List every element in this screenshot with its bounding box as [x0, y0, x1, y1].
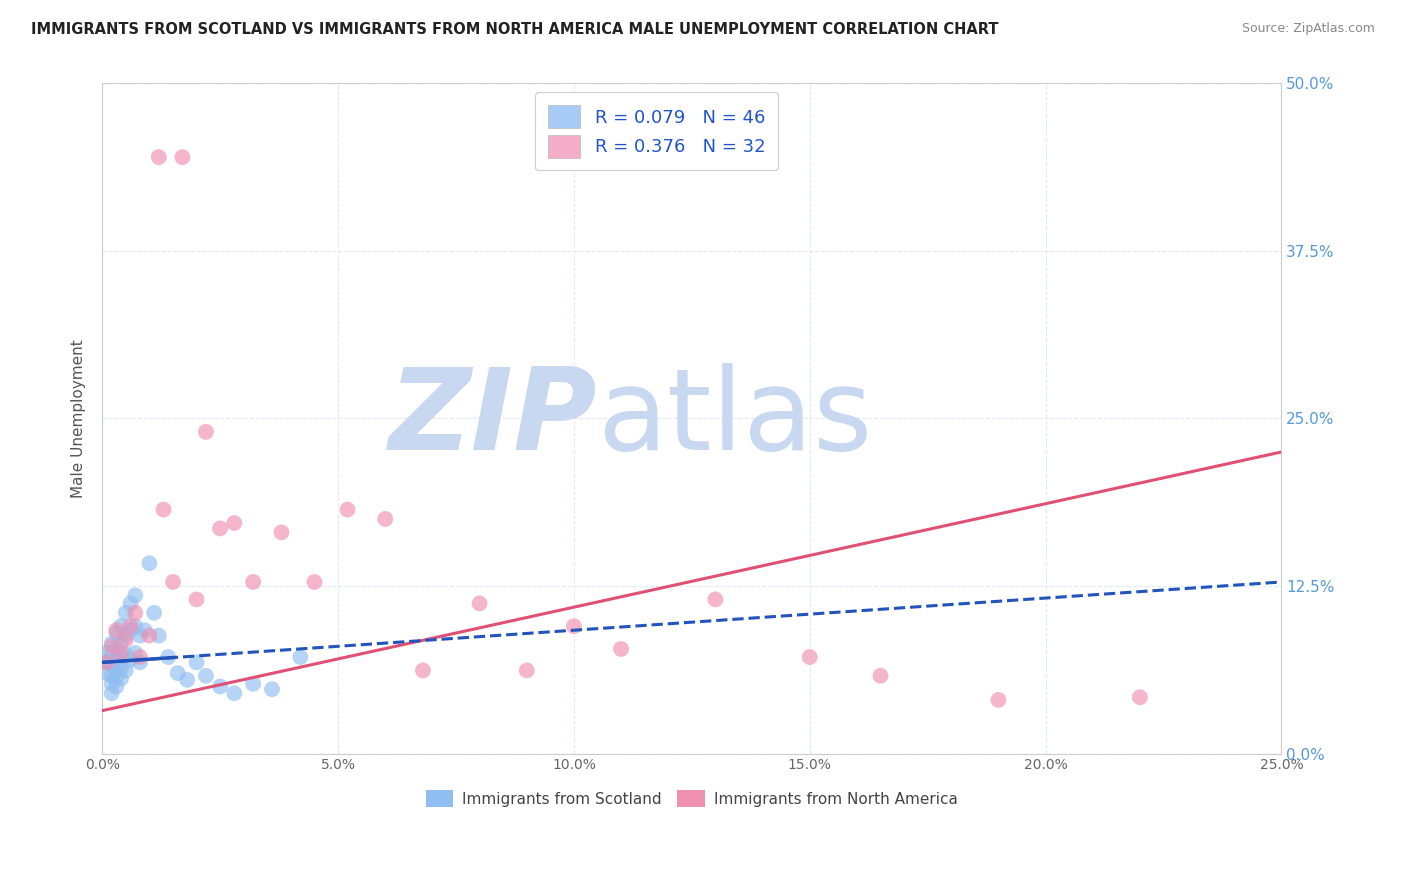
- Point: [224, 686, 246, 700]
- Y-axis label: Male Unemployment: Male Unemployment: [72, 339, 86, 498]
- Point: [148, 150, 170, 164]
- Point: [129, 629, 152, 643]
- Point: [129, 656, 152, 670]
- Point: [704, 592, 727, 607]
- Point: [100, 658, 122, 673]
- Point: [100, 640, 122, 654]
- Point: [114, 606, 136, 620]
- Point: [157, 650, 180, 665]
- Point: [209, 521, 232, 535]
- Point: [134, 624, 156, 638]
- Point: [195, 425, 218, 439]
- Point: [172, 150, 194, 164]
- Point: [242, 574, 264, 589]
- Point: [105, 642, 128, 657]
- Point: [100, 677, 122, 691]
- Point: [562, 619, 585, 633]
- Point: [124, 646, 146, 660]
- Point: [110, 635, 132, 649]
- Point: [110, 661, 132, 675]
- Point: [195, 669, 218, 683]
- Point: [152, 502, 174, 516]
- Point: [120, 653, 142, 667]
- Point: [610, 642, 633, 657]
- Point: [100, 637, 122, 651]
- Text: IMMIGRANTS FROM SCOTLAND VS IMMIGRANTS FROM NORTH AMERICA MALE UNEMPLOYMENT CORR: IMMIGRANTS FROM SCOTLAND VS IMMIGRANTS F…: [31, 22, 998, 37]
- Point: [105, 680, 128, 694]
- Point: [186, 592, 208, 607]
- Text: Source: ZipAtlas.com: Source: ZipAtlas.com: [1241, 22, 1375, 36]
- Point: [120, 624, 142, 638]
- Point: [516, 664, 538, 678]
- Text: atlas: atlas: [598, 363, 873, 474]
- Point: [143, 606, 166, 620]
- Point: [110, 672, 132, 686]
- Point: [270, 525, 292, 540]
- Point: [114, 648, 136, 662]
- Point: [124, 588, 146, 602]
- Point: [987, 693, 1010, 707]
- Point: [176, 673, 198, 687]
- Point: [186, 656, 208, 670]
- Point: [120, 619, 142, 633]
- Point: [105, 661, 128, 675]
- Point: [209, 680, 232, 694]
- Point: [110, 646, 132, 660]
- Point: [105, 624, 128, 638]
- Point: [124, 606, 146, 620]
- Point: [242, 677, 264, 691]
- Point: [129, 650, 152, 665]
- Point: [110, 650, 132, 665]
- Point: [468, 596, 491, 610]
- Point: [100, 648, 122, 662]
- Point: [114, 629, 136, 643]
- Point: [100, 669, 122, 683]
- Point: [166, 666, 188, 681]
- Point: [110, 619, 132, 633]
- Point: [224, 516, 246, 530]
- Point: [100, 686, 122, 700]
- Point: [260, 682, 283, 697]
- Point: [138, 556, 160, 570]
- Point: [412, 664, 434, 678]
- Point: [120, 596, 142, 610]
- Point: [105, 626, 128, 640]
- Point: [96, 666, 118, 681]
- Text: ZIP: ZIP: [389, 363, 598, 474]
- Point: [105, 670, 128, 684]
- Point: [114, 632, 136, 647]
- Point: [162, 574, 184, 589]
- Point: [105, 653, 128, 667]
- Point: [124, 619, 146, 633]
- Point: [96, 646, 118, 660]
- Point: [336, 502, 359, 516]
- Point: [304, 574, 326, 589]
- Legend: Immigrants from Scotland, Immigrants from North America: Immigrants from Scotland, Immigrants fro…: [419, 784, 965, 813]
- Point: [96, 656, 118, 670]
- Point: [138, 629, 160, 643]
- Point: [96, 656, 118, 670]
- Point: [1129, 690, 1152, 705]
- Point: [799, 650, 821, 665]
- Point: [114, 664, 136, 678]
- Point: [869, 669, 891, 683]
- Point: [374, 512, 396, 526]
- Point: [148, 629, 170, 643]
- Point: [290, 650, 312, 665]
